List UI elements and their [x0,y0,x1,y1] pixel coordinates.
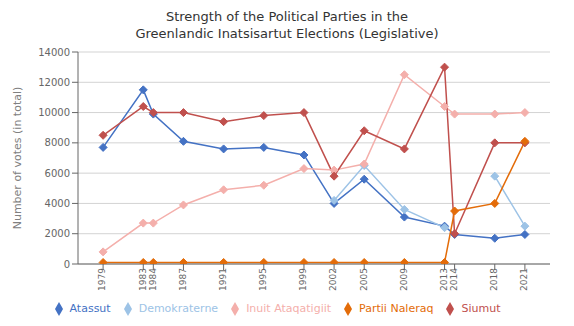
svg-text:1983: 1983 [138,268,148,291]
svg-text:1995: 1995 [258,268,268,291]
html-text:Atassut: Atassut [69,302,111,315]
svg-text:10000: 10000 [38,107,70,118]
svg-text:8000: 8000 [45,137,70,148]
svg-text:2009: 2009 [399,268,409,291]
svg-text:2000: 2000 [45,228,70,239]
svg-text:2013: 2013 [439,268,449,291]
svg-text:12000: 12000 [38,77,70,88]
svg-text:6000: 6000 [45,168,70,179]
svg-text:1991: 1991 [218,268,228,291]
svg-text:1979: 1979 [97,268,107,291]
html-text:Demokraterne: Demokraterne [138,302,219,315]
html-text:Siumut: Siumut [461,302,501,315]
svg-text:2021: 2021 [519,268,529,291]
svg-text:2005: 2005 [359,268,369,291]
svg-text:14000: 14000 [38,47,70,58]
html-text:Strength of the Political Part: Strength of the Political Parties in the… [135,9,439,41]
svg-text:2014: 2014 [449,268,459,291]
svg-text:Number of votes (in total): Number of votes (in total) [11,87,24,230]
svg-text:1987: 1987 [178,268,188,291]
svg-text:2002: 2002 [328,268,338,291]
svg-text:0: 0 [64,259,70,270]
html-text:Inuit Ataqatigiit: Inuit Ataqatigiit [246,302,332,315]
html-text:Partii Naleraq: Partii Naleraq [359,302,434,315]
svg-text:2018: 2018 [489,268,499,291]
svg-text:4000: 4000 [45,198,70,209]
svg-text:1999: 1999 [298,268,308,291]
svg-text:1984: 1984 [148,268,158,291]
